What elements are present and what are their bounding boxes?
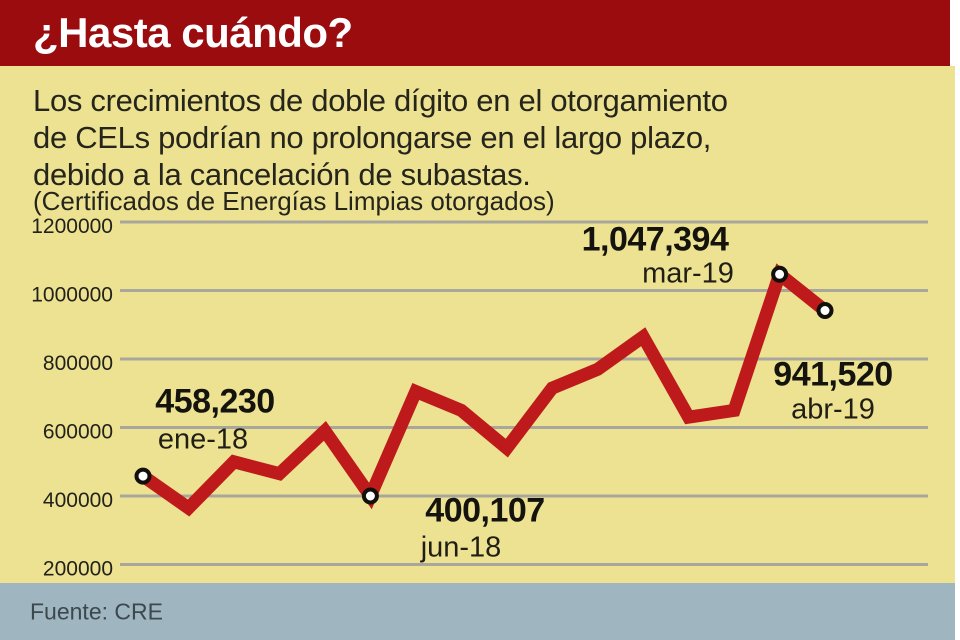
y-tick-label: 200000 bbox=[43, 558, 113, 581]
intro-text: Los crecimientos de doble dígito en el o… bbox=[33, 82, 728, 193]
y-tick-label: 800000 bbox=[43, 352, 113, 375]
intro-line-3: debido a la cancelación de subastas. bbox=[33, 157, 531, 192]
annotation-date-ene-18: ene-18 bbox=[157, 423, 249, 456]
chart-unit-note: (Certificados de Energías Limpias otorga… bbox=[33, 186, 555, 216]
annotation-value-mar-19: 1,047,394 bbox=[581, 220, 729, 259]
footer-bar: Fuente: CRE bbox=[0, 583, 955, 640]
y-tick-label: 600000 bbox=[43, 421, 113, 444]
source-label: Fuente: CRE bbox=[30, 598, 163, 624]
y-tick-label: 1000000 bbox=[31, 284, 113, 307]
annotation-value-jun-18: 400,107 bbox=[425, 491, 545, 530]
intro-line-1: Los crecimientos de doble dígito en el o… bbox=[33, 83, 728, 118]
y-tick-label: 400000 bbox=[43, 489, 113, 512]
point-marker bbox=[134, 467, 152, 485]
point-marker bbox=[771, 265, 789, 283]
annotation-date-mar-19: mar-19 bbox=[642, 257, 734, 290]
point-marker bbox=[361, 487, 379, 505]
point-marker bbox=[816, 302, 834, 319]
data-line bbox=[139, 263, 830, 517]
y-tick-label: 1200000 bbox=[31, 215, 113, 238]
annotation-date-jun-18: jun-18 bbox=[420, 531, 502, 564]
annotation-value-abr-19: 941,520 bbox=[773, 355, 893, 394]
header-banner: ¿Hasta cuándo? bbox=[0, 0, 950, 66]
annotation-value-ene-18: 458,230 bbox=[155, 382, 275, 421]
page-title: ¿Hasta cuándo? bbox=[33, 9, 353, 56]
intro-line-2: de CELs podrían no prolongarse en el lar… bbox=[33, 120, 712, 155]
annotation-date-abr-19: abr-19 bbox=[791, 393, 875, 426]
